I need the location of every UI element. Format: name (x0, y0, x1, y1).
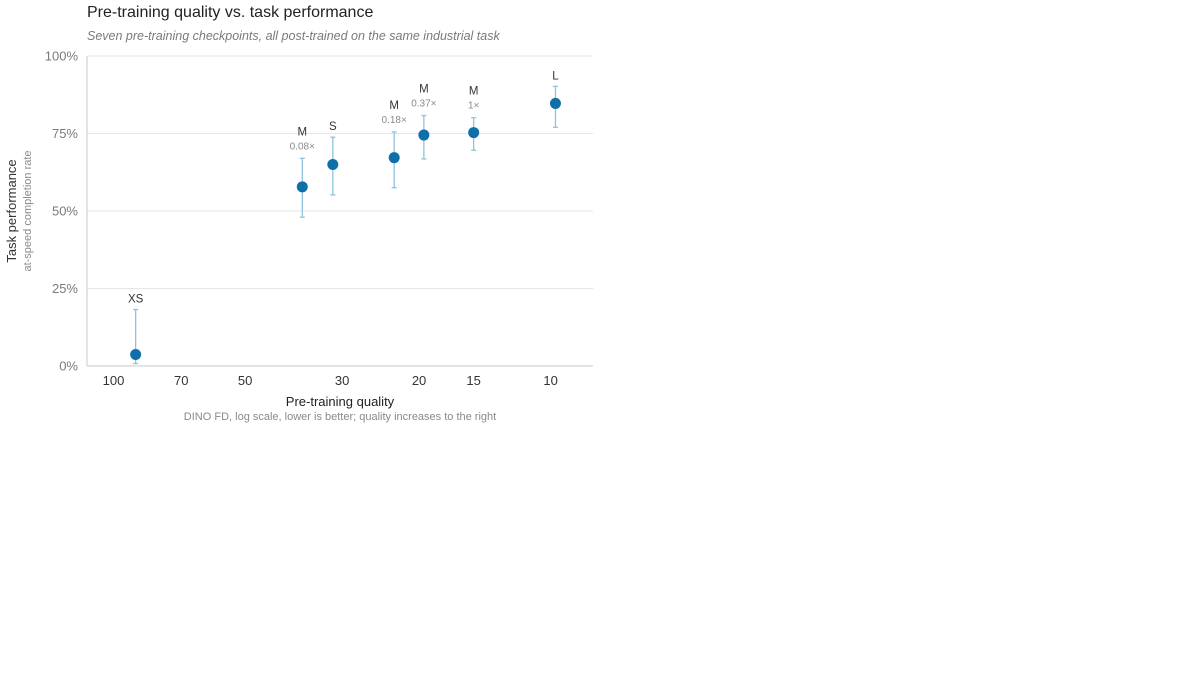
point-label: M (419, 84, 429, 96)
point-sublabel: 0.37× (411, 99, 436, 110)
x-axis-sublabel: DINO FD, log scale, lower is better; qua… (184, 411, 496, 423)
x-tick-label: 50 (238, 373, 252, 388)
data-point[interactable] (296, 181, 308, 193)
data-point[interactable] (327, 159, 339, 170)
y-tick-labels: 0% 25% 50% 75% 100% (45, 49, 79, 374)
point-sublabel: 0.18× (382, 115, 407, 126)
y-tick-label: 0% (59, 359, 78, 374)
point-label: M (297, 126, 307, 138)
point-label: XS (128, 294, 144, 306)
point-label: S (329, 121, 337, 133)
x-tick-labels: 100 70 50 30 20 15 10 (103, 373, 558, 388)
y-tick-label: 50% (52, 204, 78, 219)
data-point[interactable] (388, 152, 400, 164)
x-tick-label: 30 (335, 373, 349, 388)
x-axis-label: Pre-training quality (286, 394, 395, 409)
x-tick-label: 15 (466, 373, 480, 388)
y-tick-label: 100% (45, 49, 79, 64)
data-point[interactable] (468, 127, 480, 139)
x-tick-label: 20 (412, 373, 426, 388)
point-sublabel: 0.08× (290, 141, 315, 152)
data-point[interactable] (549, 97, 561, 109)
point-label: M (469, 86, 479, 98)
point-label: L (552, 70, 559, 82)
data-point-group: M 1× (468, 86, 480, 151)
data-point-group: M 0.08× (290, 126, 315, 218)
y-tick-label: 25% (52, 281, 78, 296)
data-point[interactable] (130, 349, 142, 361)
y-tick-label: 75% (52, 126, 78, 141)
data-point[interactable] (418, 129, 430, 141)
y-axis-label: Task performance (4, 159, 19, 262)
x-tick-label: 100 (103, 373, 125, 388)
point-label: M (389, 100, 399, 112)
data-point-group: L (549, 70, 561, 128)
data-points: XS M 0.08× S M 0.18× M 0.37× M 1× L (128, 70, 561, 365)
x-tick-label: 10 (543, 373, 557, 388)
data-point-group: M 0.18× (382, 100, 407, 189)
y-axis-sublabel: at-speed completion rate (22, 150, 34, 271)
x-tick-label: 70 (174, 373, 188, 388)
chart-subtitle: Seven pre-training checkpoints, all post… (87, 29, 500, 43)
gridlines (87, 55, 593, 289)
chart-title: Pre-training quality vs. task performanc… (87, 4, 373, 21)
point-sublabel: 1× (468, 101, 480, 112)
axes (86, 56, 593, 367)
data-point-group: S (327, 121, 339, 196)
data-point-group: XS (128, 294, 144, 365)
data-point-group: M 0.37× (411, 84, 437, 160)
